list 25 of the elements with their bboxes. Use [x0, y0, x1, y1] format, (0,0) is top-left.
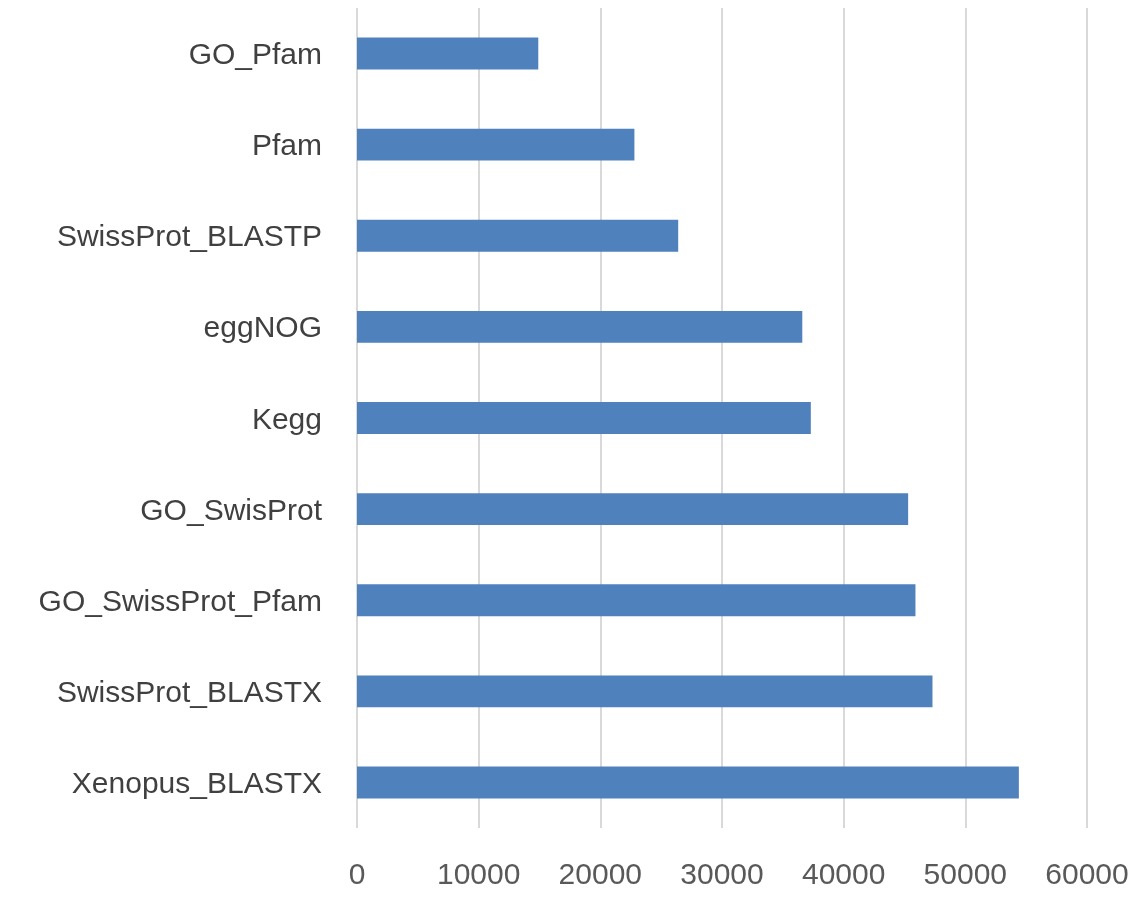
bar — [357, 766, 1019, 799]
y-tick-label: Xenopus_BLASTX — [71, 765, 322, 799]
y-tick-label: GO_Pfam — [188, 37, 322, 71]
y-tick-label: GO_SwissProt_Pfam — [38, 583, 322, 617]
bar — [357, 402, 811, 434]
bar — [357, 675, 933, 708]
x-tick-label: 20000 — [558, 856, 643, 890]
bar — [357, 219, 679, 252]
y-tick-label: GO_SwisProt — [140, 492, 323, 526]
y-tick-label: SwissProt_BLASTP — [56, 219, 322, 253]
x-tick-label: 40000 — [801, 856, 886, 890]
y-tick-label: SwissProt_BLASTX — [56, 674, 322, 708]
x-tick-label: 0 — [348, 856, 366, 890]
bar — [357, 128, 635, 161]
x-tick-label: 60000 — [1045, 856, 1129, 890]
y-tick-label: Kegg — [251, 401, 322, 435]
y-tick-label: eggNOG — [203, 310, 322, 344]
y-tick-label: Pfam — [251, 128, 322, 162]
x-tick-label: 30000 — [680, 856, 764, 890]
x-tick-label: 10000 — [436, 856, 521, 890]
bar — [357, 310, 803, 343]
bar — [357, 493, 909, 526]
x-tick-label: 50000 — [923, 856, 1008, 890]
bar — [357, 584, 916, 617]
bar — [357, 37, 539, 70]
